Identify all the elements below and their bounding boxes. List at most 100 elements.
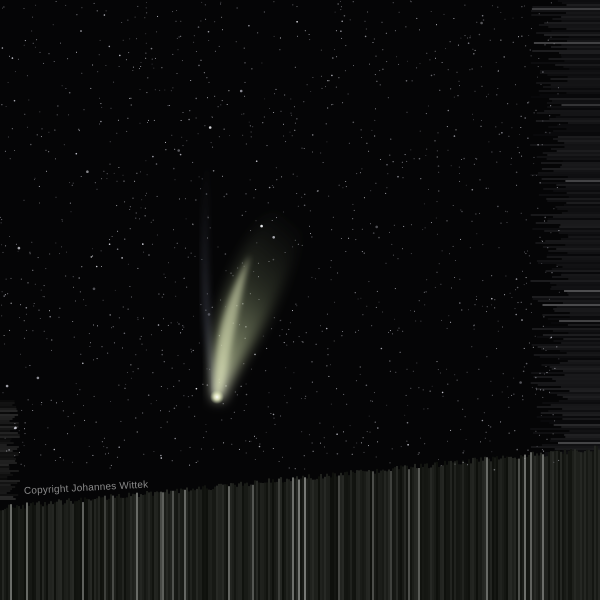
streak — [406, 465, 408, 600]
streak — [458, 464, 460, 600]
streak — [552, 451, 554, 600]
star — [28, 99, 30, 101]
streak — [546, 198, 600, 200]
streak — [561, 342, 600, 344]
star — [465, 184, 467, 186]
star — [48, 53, 50, 55]
streak — [200, 489, 202, 600]
streak — [26, 502, 28, 600]
star — [337, 272, 339, 274]
streak — [6, 507, 8, 600]
star — [558, 291, 560, 293]
star — [121, 257, 123, 259]
streak — [512, 458, 514, 600]
star — [136, 38, 137, 40]
star — [185, 218, 187, 220]
star — [369, 431, 371, 433]
star — [386, 187, 388, 189]
star — [2, 251, 4, 253]
streak — [546, 256, 600, 258]
star — [312, 77, 314, 78]
streak — [543, 86, 600, 88]
star — [212, 448, 214, 450]
streak — [448, 461, 450, 600]
streak — [0, 404, 13, 406]
streak — [208, 489, 210, 600]
streak — [280, 477, 282, 600]
star — [531, 387, 533, 389]
star — [52, 24, 54, 26]
streak — [562, 160, 600, 162]
star — [55, 242, 57, 244]
star — [336, 388, 338, 390]
star — [283, 135, 285, 137]
star — [221, 419, 223, 421]
star — [214, 21, 216, 23]
star — [207, 30, 210, 33]
star — [406, 368, 408, 370]
star — [261, 62, 263, 64]
star — [437, 132, 439, 134]
star — [389, 330, 391, 332]
star — [19, 317, 21, 319]
streak — [126, 497, 128, 600]
streak — [574, 449, 576, 600]
star — [176, 37, 178, 39]
star — [153, 451, 155, 452]
star — [340, 6, 342, 8]
streak — [592, 451, 594, 600]
streak — [370, 470, 372, 600]
star — [522, 399, 524, 401]
star — [472, 48, 474, 50]
streak — [567, 234, 600, 236]
star — [302, 341, 304, 343]
star — [503, 56, 506, 58]
star — [71, 184, 73, 186]
star — [41, 402, 43, 403]
star — [325, 327, 328, 330]
star — [32, 410, 34, 411]
streak — [12, 507, 14, 600]
star — [401, 161, 403, 163]
star — [118, 317, 120, 319]
star — [414, 310, 415, 312]
star — [389, 154, 391, 156]
star — [146, 192, 147, 194]
star — [366, 305, 368, 307]
star — [177, 149, 180, 152]
star — [86, 170, 89, 173]
star — [249, 440, 250, 442]
star — [279, 37, 281, 39]
streak — [561, 386, 600, 388]
star — [54, 460, 56, 461]
star — [244, 81, 246, 83]
star — [70, 211, 72, 213]
star — [549, 132, 551, 134]
star — [200, 448, 202, 450]
streak — [224, 484, 226, 600]
streak — [254, 480, 256, 600]
star — [221, 100, 223, 102]
star — [533, 156, 535, 158]
streak — [42, 506, 44, 600]
star — [106, 447, 108, 449]
streak — [0, 434, 20, 436]
star — [130, 97, 132, 99]
streak — [566, 352, 600, 354]
streak — [518, 458, 520, 600]
streak — [382, 469, 384, 600]
star — [129, 38, 131, 40]
star — [328, 80, 330, 82]
star — [88, 333, 90, 335]
star — [435, 57, 436, 59]
star — [365, 28, 367, 30]
streak — [556, 248, 600, 250]
streak — [420, 463, 422, 600]
streak — [454, 461, 456, 600]
star — [83, 405, 84, 407]
streak — [532, 6, 600, 8]
streak — [562, 450, 600, 452]
streak — [538, 24, 600, 26]
star — [466, 37, 468, 39]
star — [238, 448, 240, 450]
